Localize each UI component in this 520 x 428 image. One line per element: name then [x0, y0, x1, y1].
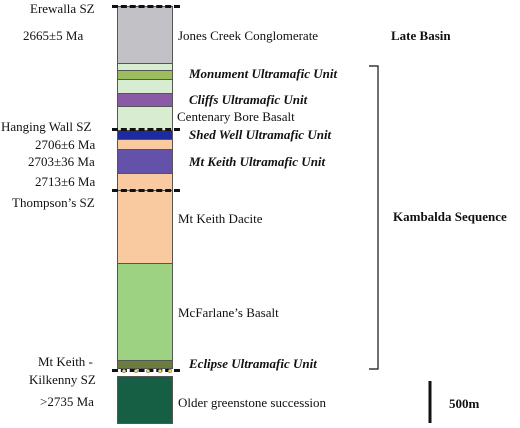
late-basin-label: Late Basin	[391, 28, 451, 43]
mt-keith-ultramafic-label: Mt Keith Ultramafic Unit	[189, 154, 326, 169]
unit-older-greenstone-block	[117, 376, 173, 424]
erewalla-sz-line	[112, 5, 180, 8]
age-2706-label: 2706±6 Ma	[35, 137, 96, 152]
mt-keith-dacite-label: Mt Keith Dacite	[178, 211, 263, 226]
mt-keith-kilkenny-sz-line	[112, 369, 180, 372]
unit-centenary-block	[117, 106, 173, 130]
kambalda-bracket	[369, 65, 379, 370]
age-2735-label: >2735 Ma	[40, 394, 94, 409]
thompsons-sz-label: Thompson’s SZ	[12, 195, 95, 210]
age-2713-label: 2713±6 Ma	[35, 174, 96, 189]
mt-keith-kilkenny-sz-label-2: Kilkenny SZ	[29, 372, 96, 387]
unit-monument-block	[117, 70, 173, 79]
thompsons-sz-line	[112, 189, 180, 192]
age-2703-label: 2703±36 Ma	[28, 154, 95, 169]
jones-creek-label: Jones Creek Conglomerate	[178, 28, 319, 43]
cliffs-label: Cliffs Ultramafic Unit	[189, 92, 308, 107]
unit-cliffs-block	[117, 93, 173, 106]
unit-thin-dacite-lower-block	[117, 173, 173, 190]
unit-pale-green-block	[117, 79, 173, 93]
mcfarlane-label: McFarlane’s Basalt	[178, 305, 279, 320]
unit-thin-dacite-block	[117, 139, 173, 149]
mt-keith-kilkenny-sz-label-1: Mt Keith -	[38, 354, 93, 369]
age-2665-label: 2665±5 Ma	[23, 28, 84, 43]
unit-mt-keith-ultramafic-block	[117, 149, 173, 173]
eclipse-label: Eclipse Ultramafic Unit	[189, 356, 317, 371]
monument-label: Monument Ultramafic Unit	[189, 66, 338, 81]
unit-eclipse-block	[117, 360, 173, 369]
older-greenstone-label: Older greenstone succession	[178, 395, 327, 410]
unit-mcfarlane-block	[117, 263, 173, 360]
erewalla-sz-label: Erewalla SZ	[30, 1, 95, 16]
hanging-wall-sz-label: Hanging Wall SZ	[1, 119, 92, 134]
shed-well-label: Shed Well Ultramafic Unit	[189, 127, 332, 142]
hanging-wall-sz-line	[112, 128, 180, 131]
unit-top-pale-green-block	[117, 63, 173, 70]
kambalda-sequence-label: Kambalda Sequence	[393, 209, 507, 224]
centenary-label: Centenary Bore Basalt	[177, 109, 295, 124]
scale-label: 500m	[449, 396, 480, 411]
